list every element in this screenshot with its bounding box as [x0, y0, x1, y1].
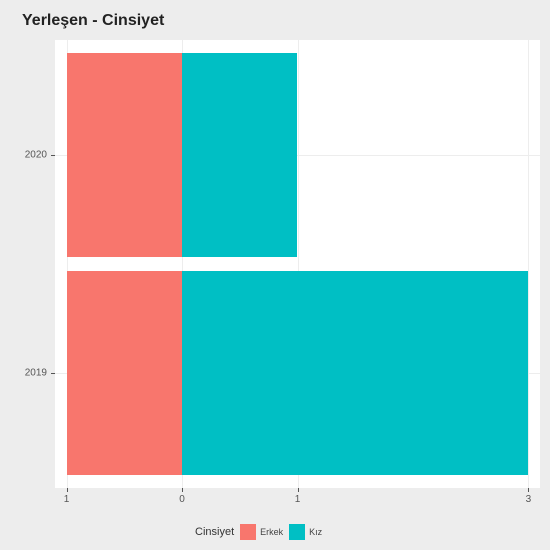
x-tick-mark [67, 488, 68, 492]
chart-title: Yerleşen - Cinsiyet [22, 12, 164, 30]
gridline-v [528, 40, 529, 488]
legend-title: Cinsiyet [195, 526, 234, 538]
legend-label: Kız [309, 527, 322, 537]
x-tick-label: 1 [295, 494, 301, 505]
x-tick-label: 1 [64, 494, 70, 505]
legend-item-erkek: Erkek [240, 524, 283, 540]
legend-item-kız: Kız [289, 524, 322, 540]
y-tick-label: 2019 [21, 368, 47, 379]
legend-swatch [289, 524, 305, 540]
bar-erkek [67, 53, 182, 257]
bar-kız [182, 271, 528, 475]
bar-kız [182, 53, 297, 257]
x-tick-mark [182, 488, 183, 492]
x-tick-mark [528, 488, 529, 492]
y-tick-mark [51, 373, 55, 374]
x-tick-label: 3 [526, 494, 532, 505]
legend: Cinsiyet Erkek Kız [195, 524, 322, 540]
y-tick-mark [51, 155, 55, 156]
legend-label: Erkek [260, 527, 283, 537]
x-tick-label: 0 [179, 494, 185, 505]
plot-area [55, 40, 540, 488]
bar-erkek [67, 271, 182, 475]
legend-swatch [240, 524, 256, 540]
x-tick-mark [298, 488, 299, 492]
y-tick-label: 2020 [21, 149, 47, 160]
